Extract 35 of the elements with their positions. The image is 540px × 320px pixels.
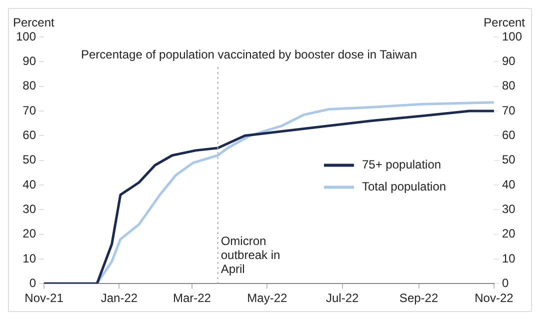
y2-axis-title: Percent bbox=[484, 15, 526, 30]
ref-line-label: Omicron outbreak in April bbox=[220, 234, 280, 276]
x-tick-label: Nov-22 bbox=[474, 291, 514, 306]
y-tick-label: 10 bbox=[22, 251, 36, 266]
y2-tick-label: 50 bbox=[502, 152, 516, 167]
y-tick-label: 60 bbox=[22, 128, 36, 142]
text: Percentage of population vaccinated by booster dose in Taiwan bbox=[80, 47, 418, 62]
y-tick-label: 20 bbox=[22, 226, 36, 241]
y2-tick-label: 0 bbox=[502, 276, 509, 290]
y-axis-title: Percent bbox=[13, 15, 56, 30]
y-tick-label: 90 bbox=[22, 54, 36, 68]
y-tick-label: 40 bbox=[22, 177, 36, 192]
x-tick-label: Nov-21 bbox=[24, 291, 64, 306]
y2-tick-label: 80 bbox=[502, 78, 516, 93]
y2-tick-label: 100 bbox=[502, 29, 522, 44]
y-tick-label: 50 bbox=[22, 152, 36, 167]
y-tick-label: 70 bbox=[22, 103, 36, 118]
x-tick-label: May-22 bbox=[247, 291, 288, 306]
y-tick-label: 0 bbox=[29, 276, 36, 290]
y2-tick-label: 90 bbox=[502, 54, 516, 68]
legend-label: Total population bbox=[362, 180, 446, 194]
x-tick-label: Jul-22 bbox=[326, 291, 360, 306]
y2-tick-label: 20 bbox=[502, 226, 516, 241]
y2-tick-label: 10 bbox=[502, 251, 516, 266]
x-tick-label: Sep-22 bbox=[399, 291, 438, 306]
y-tick-label: 30 bbox=[22, 202, 36, 216]
legend-label: 75+ population bbox=[362, 158, 442, 172]
x-tick-label: Mar-22 bbox=[172, 291, 212, 306]
y2-tick-label: 30 bbox=[502, 202, 516, 216]
y-tick-label: 100 bbox=[16, 29, 36, 44]
y2-tick-label: 40 bbox=[502, 177, 516, 192]
y2-tick-label: 70 bbox=[502, 103, 516, 118]
y2-tick-label: 60 bbox=[502, 128, 516, 142]
x-tick-label: Jan-22 bbox=[100, 291, 138, 306]
y-tick-label: 80 bbox=[22, 78, 36, 93]
